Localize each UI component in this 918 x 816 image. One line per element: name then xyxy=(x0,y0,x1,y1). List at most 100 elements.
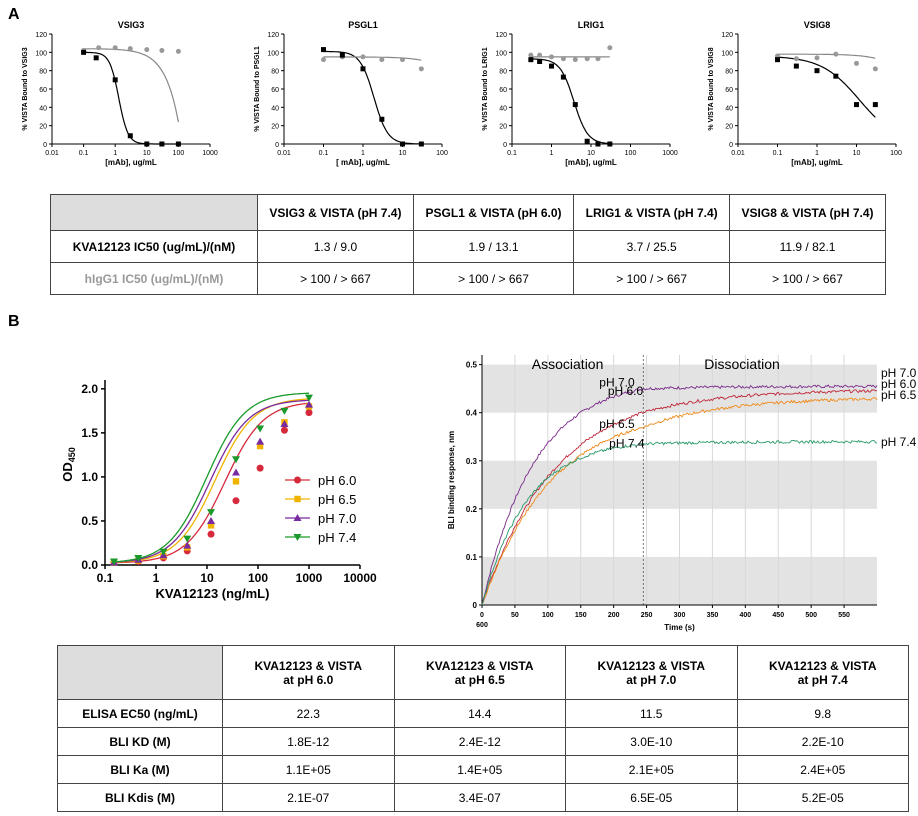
row-label: BLI KD (M) xyxy=(57,727,223,756)
binding-header-ph70: KVA12123 & VISTA at pH 7.0 xyxy=(565,645,738,700)
x-tick-label: 550 xyxy=(838,612,850,619)
cell: 6.5E-05 xyxy=(565,783,738,812)
chart-title: LRIG1 xyxy=(578,20,605,30)
kva12123-point xyxy=(537,59,543,64)
x-tick-label: 400 xyxy=(739,612,751,619)
kva12123-fit-curve xyxy=(323,50,422,145)
cell: 5.2E-05 xyxy=(736,783,909,812)
legend-label: pH 6.5 xyxy=(318,492,356,507)
kva12123-point xyxy=(872,102,878,108)
table-row: hIgG1 IC50 (ug/mL)/(nM) > 100 / > 667 > … xyxy=(50,262,886,295)
x-tick-label: 0.01 xyxy=(45,150,59,157)
y-tick-label: 100 xyxy=(495,50,507,57)
higg1-fit-curve xyxy=(777,53,876,59)
ic50-header-vsig3: VSIG3 & VISTA (pH 7.4) xyxy=(257,194,414,231)
higg1-point xyxy=(418,66,424,72)
ic50-header-lrig1: LRIG1 & VISTA (pH 7.4) xyxy=(573,194,731,231)
data-point-pH74 xyxy=(256,425,265,433)
x-tick-label: 1 xyxy=(815,150,819,157)
row-label: BLI Ka (M) xyxy=(57,755,223,784)
x-tick-label: 10000 xyxy=(343,571,377,585)
data-point-pH70 xyxy=(231,468,240,476)
dissociation-label: Dissociation xyxy=(704,356,779,372)
x-axis-label: [mAb], ug/mL xyxy=(105,158,157,167)
x-tick-label: 1000 xyxy=(296,571,323,585)
kva12123-point xyxy=(159,141,165,147)
cell: 2.4E-12 xyxy=(393,727,566,756)
cell: > 100 / > 667 xyxy=(412,262,575,295)
higg1-point xyxy=(607,45,613,51)
ic50-table-corner xyxy=(50,194,258,231)
kva12123-point xyxy=(379,116,385,122)
kva12123-point xyxy=(112,77,118,83)
y-tick-label: 120 xyxy=(267,32,279,39)
sensorgram-pH60 xyxy=(481,389,878,606)
kva12123-point xyxy=(93,55,99,61)
x-tick-label: 0.01 xyxy=(277,150,291,157)
data-point-pH65 xyxy=(294,495,301,503)
cell: 2.1E-07 xyxy=(222,783,395,812)
cell: > 100 / > 667 xyxy=(573,262,731,295)
binding-header-ph60: KVA12123 & VISTA at pH 6.0 xyxy=(222,645,395,700)
x-tick-label: 100 xyxy=(890,150,902,157)
x-tick-label: 150 xyxy=(575,612,587,619)
higg1-point xyxy=(572,57,578,63)
x-tick-label: 0.1 xyxy=(507,150,517,157)
higg1-point xyxy=(175,48,181,54)
lrig1-chart: LRIG1 0 20 40 60 80 100 120 0.1 1 10 100 1000 [mAb], … xyxy=(482,20,678,167)
y-tick-label: 20 xyxy=(271,124,279,131)
y-tick-label: 1.5 xyxy=(81,426,98,440)
x-tick-label: 250 xyxy=(641,612,653,619)
cell: 22.3 xyxy=(222,699,395,728)
x-tick-label: 50 xyxy=(511,612,519,619)
kva12123-point xyxy=(833,73,839,79)
higg1-point xyxy=(127,46,133,52)
y-axis-label: % VISTA Bound to LRIG1 xyxy=(482,47,489,130)
higg1-point xyxy=(360,54,366,60)
kva12123-point xyxy=(339,52,345,58)
right-label: pH 6.5 xyxy=(881,388,917,402)
kva12123-point xyxy=(81,49,87,55)
inline-label: pH 7.0 xyxy=(599,375,635,389)
y-tick-label: 80 xyxy=(39,69,47,76)
x-tick-label: 0.1 xyxy=(773,150,783,157)
data-point-pH60 xyxy=(232,497,240,505)
sensorgram-pH65 xyxy=(481,397,878,605)
right-label: pH 6.0 xyxy=(881,377,917,391)
x-axis-label: [mAb], ug/mL xyxy=(565,158,617,167)
higg1-point xyxy=(144,47,150,53)
y-tick-label: 60 xyxy=(499,87,507,94)
kva12123-fit-curve xyxy=(83,51,179,145)
x-tick-label: 100 xyxy=(625,150,637,157)
higg1-point xyxy=(528,52,534,58)
higg1-point xyxy=(872,66,878,72)
y-tick-label: 0.0 xyxy=(81,558,98,572)
higg1-point xyxy=(537,52,543,58)
cell: 3.4E-07 xyxy=(393,783,566,812)
data-point-pH70 xyxy=(256,437,265,445)
y-tick-label: 2.0 xyxy=(81,382,98,396)
data-point-pH65 xyxy=(232,478,240,485)
chart-title: VSIG3 xyxy=(118,20,145,30)
binding-header-ph74: KVA12123 & VISTA at pH 7.4 xyxy=(736,645,909,700)
x-tick-label: 300 xyxy=(674,612,686,619)
higg1-point xyxy=(379,57,385,63)
x-tick-label: 1 xyxy=(361,150,365,157)
higg1-point xyxy=(814,55,820,61)
binding-table: KVA12123 & VISTA at pH 6.0 KVA12123 & VIS… xyxy=(57,645,909,812)
higg1-point xyxy=(159,48,165,53)
y-tick-label: 40 xyxy=(725,105,733,112)
row-label: ELISA EC50 (ng/mL) xyxy=(57,699,223,728)
data-point-pH60 xyxy=(305,409,313,417)
y-tick-label: 60 xyxy=(39,87,47,94)
higg1-point xyxy=(321,57,326,63)
higg1-fit-curve xyxy=(323,56,422,61)
y-tick-label: 40 xyxy=(271,105,279,112)
higg1-point xyxy=(560,56,566,62)
data-point-pH74 xyxy=(231,456,240,464)
cell: 3.0E-10 xyxy=(565,727,738,756)
kva12123-point xyxy=(560,74,566,80)
kva12123-point xyxy=(418,141,424,147)
x-tick-label: 10 xyxy=(587,150,595,157)
kva12123-point xyxy=(175,141,181,147)
